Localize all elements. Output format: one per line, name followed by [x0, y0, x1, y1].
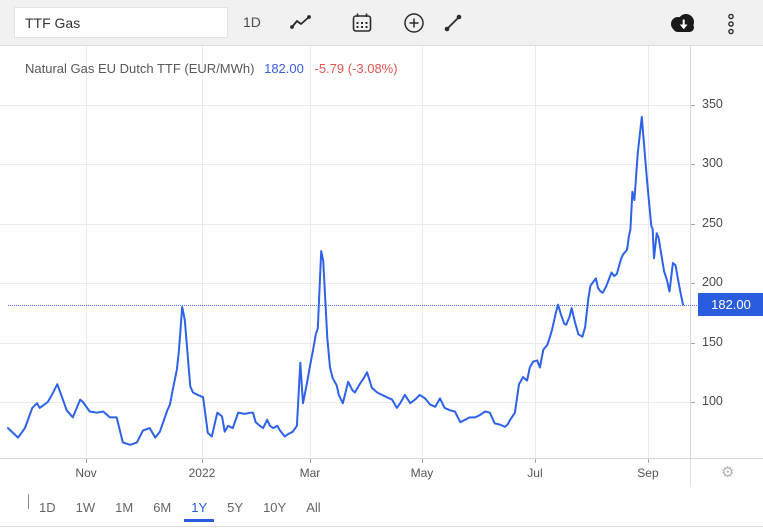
plot-canvas[interactable]	[0, 46, 690, 458]
range-button-1d[interactable]: 1D	[32, 487, 63, 522]
y-axis-tick	[691, 105, 695, 106]
y-axis-label: 100	[702, 394, 723, 408]
price-change-value: -5.79 (-3.08%)	[314, 61, 398, 76]
chart-toolbar: 1D	[0, 0, 763, 46]
x-axis-label: Mar	[299, 466, 321, 480]
trendline-tool-icon[interactable]	[442, 12, 466, 34]
horizontal-gridline	[0, 342, 690, 344]
chart-legend: Natural Gas EU Dutch TTF (EUR/MWh) 182.0…	[25, 61, 398, 76]
symbol-search-input[interactable]	[14, 7, 228, 38]
download-cloud-icon[interactable]	[666, 11, 694, 33]
range-button-6m[interactable]: 6M	[146, 487, 178, 522]
vertical-gridline	[534, 46, 536, 458]
range-button-1y[interactable]: 1Y	[184, 487, 215, 522]
line-chart-style-icon[interactable]	[289, 12, 313, 34]
vertical-gridline	[421, 46, 423, 458]
y-axis-label: 250	[702, 215, 723, 230]
y-axis-label: 350	[702, 97, 723, 111]
vertical-gridline	[201, 46, 203, 458]
y-axis-tick	[691, 342, 695, 344]
x-axis-tick	[309, 459, 311, 463]
y-axis-tick	[691, 164, 695, 166]
interval-selector[interactable]: 1D	[243, 14, 261, 30]
kebab-menu-icon[interactable]	[726, 13, 750, 35]
vertical-gridline	[647, 46, 649, 458]
y-axis-tick	[691, 223, 695, 225]
vertical-gridline	[309, 46, 311, 458]
add-indicator-icon[interactable]	[403, 12, 427, 34]
range-button-10y[interactable]: 10Y	[256, 487, 293, 522]
horizontal-gridline	[0, 223, 690, 225]
y-axis-tick	[691, 402, 695, 403]
range-button-all[interactable]: All	[299, 487, 327, 522]
calendar-icon[interactable]	[351, 12, 375, 34]
x-axis-tick	[534, 459, 536, 463]
x-axis-label: May	[410, 466, 434, 480]
y-axis-label: 300	[702, 156, 723, 171]
range-button-1w[interactable]: 1W	[69, 487, 103, 522]
y-axis-tick	[691, 283, 695, 285]
x-axis-label: 2022	[188, 466, 216, 480]
range-button-1m[interactable]: 1M	[108, 487, 140, 522]
price-line-series	[7, 115, 684, 446]
last-price-value: 182.00	[264, 61, 304, 76]
y-axis-label: 150	[702, 334, 723, 349]
range-button-5y[interactable]: 5Y	[220, 487, 250, 522]
text-caret	[28, 494, 29, 509]
x-axis-tick	[201, 459, 203, 463]
y-axis-label: 200	[702, 275, 723, 290]
range-toolbar: 1D 1W 1M 6M 1Y 5Y 10Y All	[0, 487, 763, 527]
x-axis-label: Nov	[75, 466, 97, 480]
last-price-badge: 182.00	[698, 293, 763, 316]
x-axis-label: Sep	[637, 466, 659, 480]
time-scale[interactable]: ⚙ Nov 2022 Mar May Jul Sep	[0, 458, 763, 488]
x-axis-tick	[647, 459, 649, 463]
x-axis-label: Jul	[527, 466, 543, 480]
settings-gear-icon[interactable]: ⚙	[721, 463, 735, 481]
horizontal-gridline	[0, 402, 690, 403]
x-axis-tick	[421, 459, 423, 463]
x-axis-tick	[86, 459, 88, 463]
scale-divider	[690, 459, 691, 488]
price-scale[interactable]: 182.00 100 150 200 250 300 350	[690, 46, 763, 458]
horizontal-gridline	[0, 164, 690, 166]
horizontal-gridline	[0, 105, 690, 106]
horizontal-gridline	[0, 283, 690, 285]
instrument-title: Natural Gas EU Dutch TTF (EUR/MWh)	[25, 61, 255, 76]
chart-area: Natural Gas EU Dutch TTF (EUR/MWh) 182.0…	[0, 46, 763, 458]
vertical-gridline	[86, 46, 88, 458]
last-price-dotted-line	[8, 305, 697, 306]
